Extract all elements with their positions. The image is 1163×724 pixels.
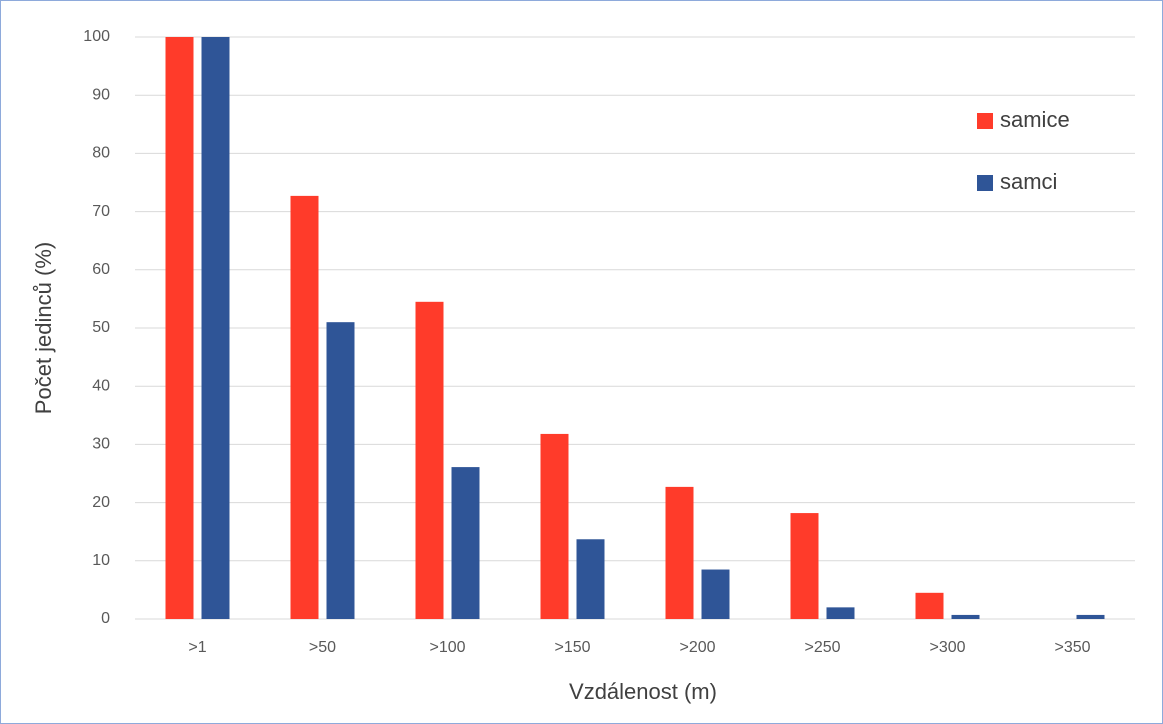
- x-tick-label: >250: [804, 639, 840, 656]
- legend-label: samice: [1000, 107, 1070, 132]
- y-tick-label: 100: [83, 28, 110, 45]
- y-tick-label: 10: [92, 552, 110, 569]
- bar: [451, 467, 480, 619]
- bar: [415, 301, 444, 619]
- x-tick-label: >200: [679, 639, 715, 656]
- x-tick-label: >50: [309, 639, 336, 656]
- bar: [201, 37, 230, 619]
- bar: [701, 569, 730, 619]
- x-tick-label: >1: [188, 639, 206, 656]
- y-tick-label: 30: [92, 436, 110, 453]
- y-tick-label: 60: [92, 261, 110, 278]
- bar: [951, 614, 980, 619]
- bar: [576, 539, 605, 619]
- x-tick-label: >100: [429, 639, 465, 656]
- x-tick-label: >150: [554, 639, 590, 656]
- legend-swatch: [977, 175, 993, 191]
- bar: [165, 37, 194, 619]
- bar: [540, 433, 569, 619]
- x-tick-label: >300: [929, 639, 965, 656]
- y-tick-label: 80: [92, 145, 110, 162]
- y-tick-label: 20: [92, 494, 110, 511]
- y-tick-label: 70: [92, 203, 110, 220]
- bar: [915, 592, 944, 619]
- bar: [790, 513, 819, 619]
- bar: [290, 195, 319, 620]
- legend-swatch: [977, 113, 993, 129]
- legend-label: samci: [1000, 169, 1057, 194]
- y-tick-label: 50: [92, 319, 110, 336]
- bar: [665, 486, 694, 619]
- bar: [326, 322, 355, 619]
- y-tick-label: 0: [101, 610, 110, 627]
- y-axis-title: Počet jedinců (%): [31, 242, 56, 414]
- y-tick-label: 90: [92, 86, 110, 103]
- bar: [1076, 614, 1105, 619]
- y-tick-label: 40: [92, 377, 110, 394]
- x-tick-label: >350: [1054, 639, 1090, 656]
- x-axis-title: Vzdálenost (m): [569, 679, 717, 704]
- bar: [826, 607, 855, 619]
